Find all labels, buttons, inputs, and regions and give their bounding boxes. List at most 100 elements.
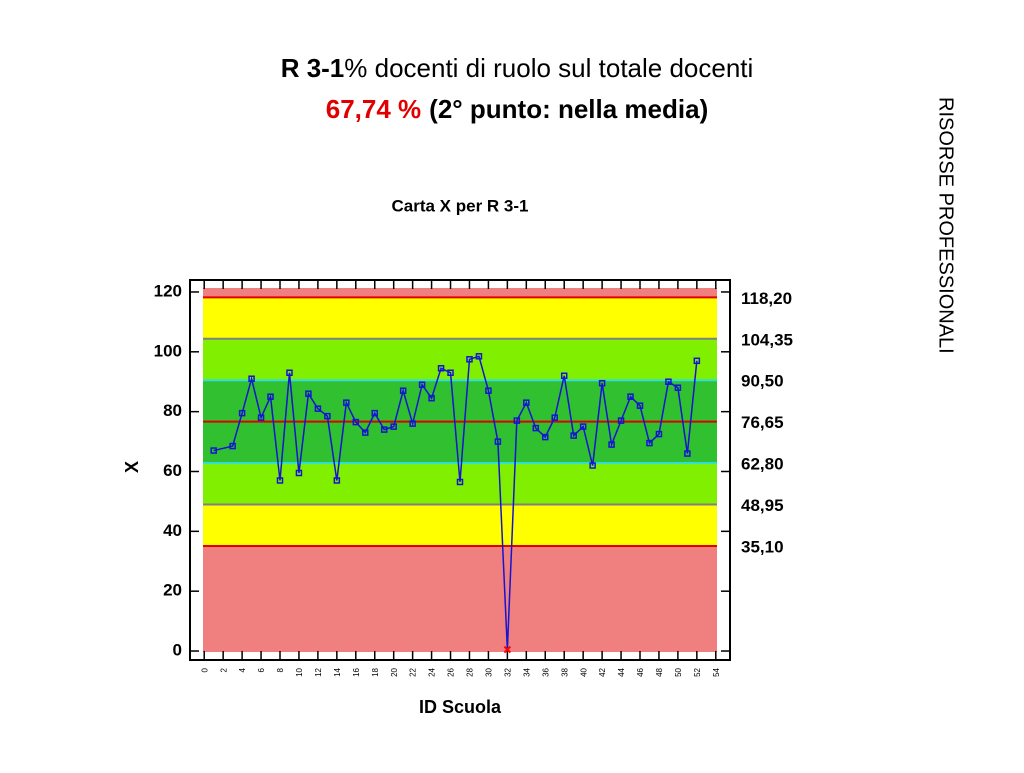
point-marker: [560, 372, 568, 379]
point-marker: [371, 409, 378, 417]
x-tick-label: 14: [333, 667, 342, 676]
x-axis-label: ID Scuola: [419, 697, 502, 717]
series-line: [213, 355, 698, 650]
x-tick-label: 12: [314, 667, 323, 676]
control-line-label: 90,50: [741, 372, 784, 391]
x-tick-label: 28: [466, 667, 475, 676]
zone-band: [203, 297, 717, 339]
x-tick-label: 10: [295, 667, 304, 676]
point-marker: [352, 418, 360, 426]
side-label: RISORSE PROFESSIONALI: [935, 97, 957, 354]
y-tick-label: 40: [163, 521, 182, 540]
x-tick-label: 22: [409, 667, 418, 676]
x-tick-label: 40: [579, 667, 588, 676]
point-marker: [257, 414, 265, 421]
zone-band: [203, 421, 717, 464]
control-line-label: 118,20: [741, 289, 792, 308]
point-marker: [210, 447, 217, 454]
x-tick-label: 50: [674, 667, 683, 676]
zone-band: [203, 504, 717, 546]
point-marker: [390, 423, 397, 430]
point-marker: [551, 414, 558, 421]
point-marker: [276, 477, 284, 484]
zone-band: [203, 380, 717, 422]
x-tick-label: 52: [693, 667, 702, 676]
point-marker: [665, 378, 672, 385]
point-marker: [608, 441, 615, 448]
outlier-marker: [503, 645, 512, 654]
point-marker: [475, 353, 483, 360]
point-marker: [456, 478, 464, 486]
zone-band: [203, 288, 717, 298]
point-marker: [598, 379, 606, 387]
point-marker: [466, 356, 473, 363]
point-marker: [636, 402, 644, 409]
point-marker: [570, 432, 577, 439]
point-marker: [627, 393, 634, 400]
point-marker: [362, 429, 369, 436]
point-marker: [380, 426, 388, 433]
point-marker: [513, 417, 521, 424]
point-marker: [286, 369, 293, 377]
x-tick-label: 6: [257, 667, 266, 672]
x-tick-label: 32: [503, 667, 512, 676]
point-marker: [494, 438, 502, 445]
position-text: (2° punto: nella media): [429, 94, 708, 124]
title-text: % docenti di ruolo sul totale docenti: [344, 53, 753, 83]
point-marker: [343, 399, 350, 406]
value-text: 67,74 %: [326, 94, 421, 124]
point-marker: [428, 394, 435, 402]
x-tick-label: 34: [522, 667, 531, 676]
x-tick-label: 24: [428, 667, 437, 676]
point-marker: [485, 387, 492, 394]
y-axis-label: X: [122, 461, 142, 473]
title-code: R 3-1: [281, 53, 345, 83]
point-marker: [542, 433, 549, 441]
control-line-label: 62,80: [741, 455, 784, 474]
point-marker: [523, 399, 530, 406]
x-tick-label: 2: [219, 667, 228, 672]
x-tick-label: 48: [655, 667, 664, 676]
point-marker: [267, 393, 274, 400]
point-marker: [295, 469, 303, 477]
x-tick-label: 26: [447, 667, 456, 676]
point-marker: [655, 430, 663, 438]
point-marker: [229, 442, 236, 450]
x-tick-label: 4: [238, 667, 247, 672]
y-tick-label: 0: [173, 641, 182, 660]
point-marker: [693, 357, 701, 365]
point-marker: [447, 369, 454, 377]
x-tick-label: 8: [276, 667, 285, 672]
x-tick-label: 42: [598, 667, 607, 676]
point-marker: [324, 412, 331, 420]
y-tick-label: 120: [154, 281, 182, 300]
point-marker: [418, 381, 426, 388]
point-marker: [238, 409, 246, 417]
control-line-label: 48,95: [741, 496, 784, 515]
x-tick-label: 0: [200, 667, 209, 672]
y-tick-label: 60: [163, 461, 182, 480]
x-tick-label: 16: [352, 667, 361, 676]
y-tick-label: 20: [163, 581, 182, 600]
control-line-label: 104,35: [741, 330, 793, 349]
point-marker: [532, 424, 540, 432]
chart-title: Carta X per R 3-1: [392, 196, 529, 215]
point-marker: [333, 477, 341, 484]
x-tick-label: 18: [371, 667, 380, 676]
zone-band: [203, 338, 717, 381]
slide-title: R 3-1% docenti di ruolo sul totale docen…: [281, 53, 754, 83]
x-tick-label: 38: [560, 667, 569, 676]
y-tick-label: 100: [154, 341, 182, 360]
point-marker: [617, 417, 625, 424]
x-tick-label: 30: [485, 667, 494, 676]
point-marker: [437, 365, 445, 372]
point-marker: [579, 423, 587, 430]
y-tick-label: 80: [163, 401, 182, 420]
x-tick-label: 46: [636, 667, 645, 676]
control-line-label: 76,65: [741, 413, 784, 432]
x-tick-label: 44: [617, 667, 626, 676]
point-marker: [646, 439, 653, 447]
point-marker: [399, 387, 407, 394]
x-tick-label: 36: [541, 667, 550, 676]
